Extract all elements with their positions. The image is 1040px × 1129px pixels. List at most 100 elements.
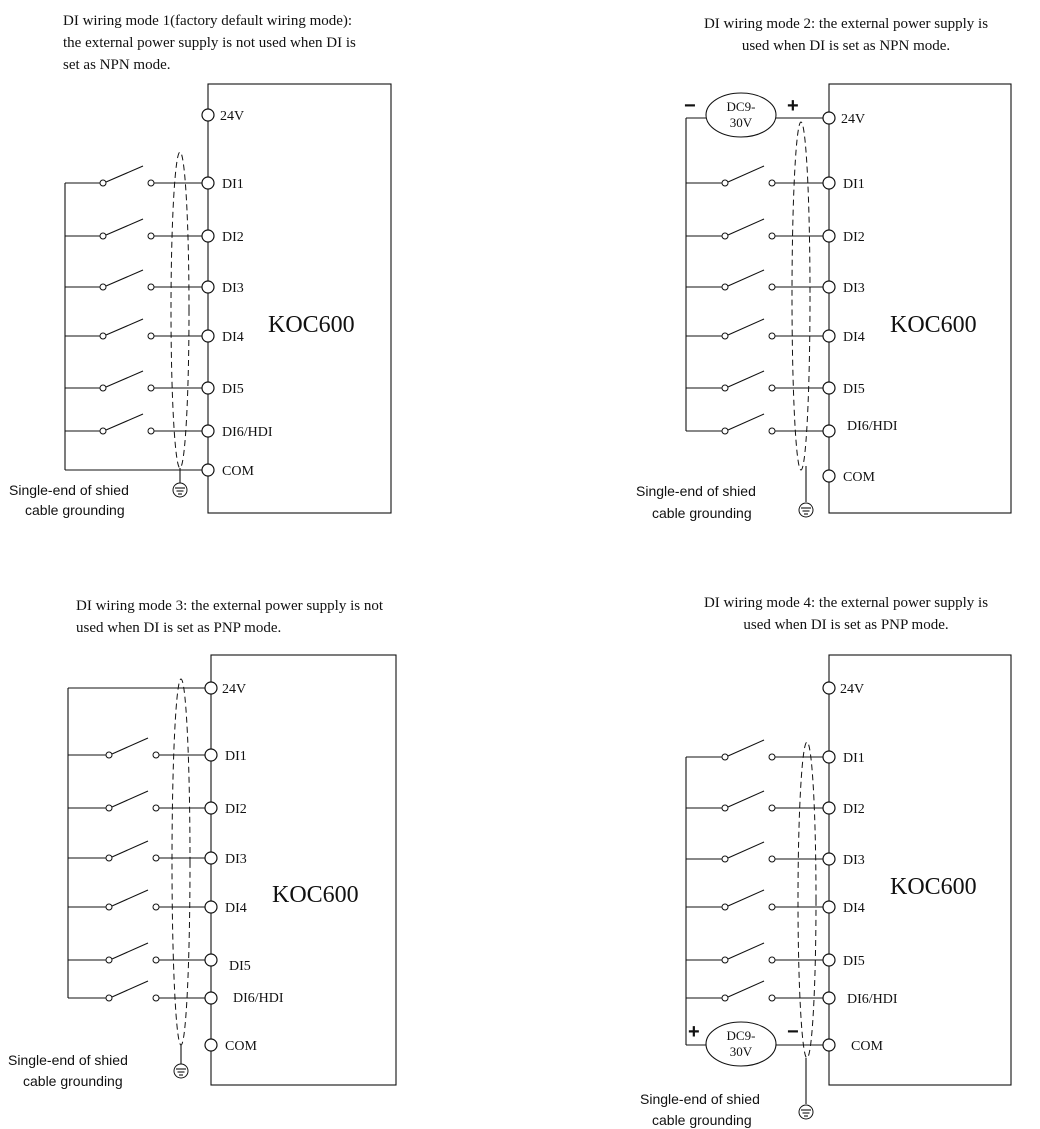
panel-4-label-com: COM [851, 1039, 883, 1054]
panel-4-power-supply [705, 1021, 777, 1067]
panel-3-caption-line-1: DI wiring mode 3: the external power sup… [76, 598, 384, 614]
panel-3-terminal-di3 [204, 851, 218, 865]
panel-4-terminal-24v [822, 681, 836, 695]
panel-3-switch-row-di4 [68, 889, 205, 911]
panel-2-label-com: COM [843, 470, 875, 485]
panel-2-psu-minus-sign: − [684, 95, 696, 117]
panel-1-terminal-di3 [201, 280, 215, 294]
panel-1-label-di3: DI3 [222, 281, 244, 296]
panel-2-switch-row-di1 [686, 165, 823, 187]
panel-1-label-di1: DI1 [222, 177, 244, 192]
panel-3-label-24v: 24V [222, 682, 246, 697]
panel-4-psu-plus-sign: + [688, 1021, 700, 1043]
panel-4-terminal-di1 [822, 750, 836, 764]
panel-1-ground-note-line-2: cable grounding [25, 502, 125, 518]
panel-1-terminal-di4 [201, 329, 215, 343]
panel-4-terminal-di2 [822, 801, 836, 815]
panel-1-label-di2: DI2 [222, 230, 244, 245]
panel-1-terminal-24v [201, 108, 215, 122]
panel-3-terminal-di1 [204, 748, 218, 762]
panel-3-label-di5: DI5 [229, 959, 251, 974]
panel-1-label-di4: DI4 [222, 330, 244, 345]
panel-4-switch-row-di2 [686, 790, 823, 812]
panel-2-device-name: KOC600 [890, 312, 977, 338]
panel-4-device-box [828, 654, 1012, 1086]
panel-1-terminal-di2 [201, 229, 215, 243]
panel-3-switch-row-di1 [68, 737, 205, 759]
panel-2-label-di6: DI6/HDI [847, 419, 898, 434]
panel-1-label-com: COM [222, 464, 254, 479]
panel-2-power-supply [705, 92, 777, 138]
panel-3-label-di3: DI3 [225, 852, 247, 867]
panel-1-caption-line-3: set as NPN mode. [63, 57, 171, 73]
panel-1-caption-line-1: DI wiring mode 1(factory default wiring … [63, 13, 352, 29]
panel-4-label-di2: DI2 [843, 802, 865, 817]
panel-4-device-name: KOC600 [890, 874, 977, 900]
panel-1-label-24v: 24V [220, 109, 244, 124]
panel-4-terminal-di4 [822, 900, 836, 914]
panel-4-terminal-di6 [822, 991, 836, 1005]
panel-2-label-di2: DI2 [843, 230, 865, 245]
panel-2-terminal-di2 [822, 229, 836, 243]
panel-2-terminal-di3 [822, 280, 836, 294]
panel-3-terminal-24v [204, 681, 218, 695]
panel-3-terminal-com [204, 1038, 218, 1052]
panel-4-ground-note-line-1: Single-end of shied [640, 1091, 760, 1107]
panel-3-terminal-di6 [204, 991, 218, 1005]
panel-2-ground-note-line-1: Single-end of shied [636, 483, 756, 499]
panel-3-terminal-di4 [204, 900, 218, 914]
panel-4-ground-note-line-2: cable grounding [652, 1112, 752, 1128]
panel-2-ground-icon [798, 466, 814, 518]
panel-4-terminal-di3 [822, 852, 836, 866]
panel-2-label-di1: DI1 [843, 177, 865, 192]
panel-2-label-di5: DI5 [843, 382, 865, 397]
panel-3-switch-row-di6 [68, 980, 205, 1002]
panel-4-switch-row-di4 [686, 889, 823, 911]
panel-2-label-24v: 24V [841, 112, 865, 127]
panel-2-terminal-di4 [822, 329, 836, 343]
panel-1-switch-row-di2 [65, 218, 202, 240]
panel-4-psu-line-2: 30V [730, 1044, 753, 1059]
panel-4-psu-minus-sign: − [787, 1021, 799, 1043]
panel-2-terminal-24v [822, 111, 836, 125]
panel-4-label-di4: DI4 [843, 901, 865, 916]
panel-2-switch-row-di6 [686, 413, 823, 435]
panel-1-terminal-di6 [201, 424, 215, 438]
panel-4-switch-row-di6 [686, 980, 823, 1002]
panel-3-switch-row-di3 [68, 840, 205, 862]
panel-3-terminal-di5 [204, 953, 218, 967]
panel-3-ground-note-line-2: cable grounding [23, 1073, 123, 1089]
panel-3-switch-row-di5 [68, 942, 205, 964]
panel-3-label-di6: DI6/HDI [233, 991, 284, 1006]
panel-1-switch-row-di3 [65, 269, 202, 291]
panel-2-switch-row-di4 [686, 318, 823, 340]
panel-4-switch-row-di3 [686, 841, 823, 863]
panel-3-caption-line-2: used when DI is set as PNP mode. [76, 620, 281, 636]
panel-2-terminal-com [822, 469, 836, 483]
panel-3-cable-shield [171, 678, 191, 1046]
panel-4-label-di6: DI6/HDI [847, 992, 898, 1007]
panel-1-cable-shield [170, 151, 190, 469]
panel-4-label-di1: DI1 [843, 751, 865, 766]
panel-1-switch-row-di4 [65, 318, 202, 340]
panel-1-ground-icon [172, 468, 188, 498]
panel-mode-1: DI wiring mode 1(factory default wiring … [9, 13, 392, 518]
panel-2-label-di4: DI4 [843, 330, 865, 345]
panel-4-caption-line-2: used when DI is set as PNP mode. [743, 617, 948, 633]
panel-4-cable-shield [797, 741, 817, 1059]
panel-2-psu-plus-sign: + [787, 95, 799, 117]
panel-2-switch-row-di2 [686, 218, 823, 240]
panel-1-ground-note-line-1: Single-end of shied [9, 482, 129, 498]
panel-2-psu-line-2: 30V [730, 115, 753, 130]
panel-2-psu-line-1: DC9- [727, 99, 756, 114]
panel-2-switch-row-di3 [686, 269, 823, 291]
panel-3-device-name: KOC600 [272, 882, 359, 908]
panel-4-terminal-com [822, 1038, 836, 1052]
panel-mode-2: DI wiring mode 2: the external power sup… [636, 16, 1012, 521]
panel-1-device-box [207, 83, 392, 514]
panel-1-label-di6: DI6/HDI [222, 425, 273, 440]
panel-3-label-com: COM [225, 1039, 257, 1054]
panel-1-switch-row-di1 [65, 165, 202, 187]
panel-4-ground-icon [798, 1058, 814, 1120]
